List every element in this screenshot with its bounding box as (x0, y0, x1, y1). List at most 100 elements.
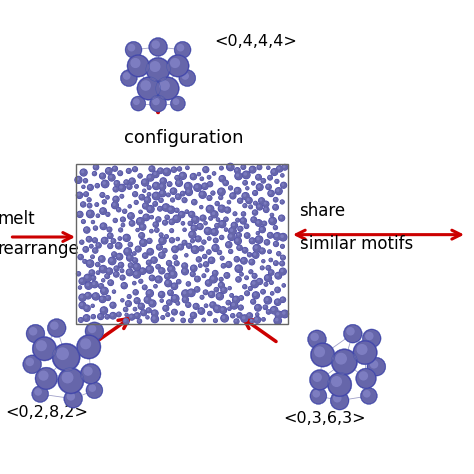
Circle shape (79, 286, 81, 288)
Circle shape (146, 316, 148, 318)
Circle shape (264, 239, 270, 246)
Circle shape (111, 238, 116, 244)
Circle shape (217, 293, 220, 297)
Circle shape (91, 314, 96, 319)
Circle shape (256, 164, 263, 170)
Circle shape (127, 169, 129, 172)
Circle shape (91, 292, 100, 301)
Circle shape (86, 382, 103, 399)
Circle shape (219, 235, 224, 240)
Circle shape (204, 303, 209, 308)
Circle shape (91, 304, 93, 306)
Circle shape (146, 289, 154, 298)
Circle shape (156, 244, 163, 250)
Circle shape (121, 224, 123, 226)
Circle shape (87, 198, 91, 202)
Circle shape (273, 316, 282, 325)
Circle shape (142, 252, 148, 259)
Circle shape (90, 271, 92, 273)
Circle shape (155, 228, 157, 231)
Circle shape (154, 193, 157, 197)
Circle shape (182, 268, 189, 275)
Circle shape (142, 203, 149, 209)
Circle shape (132, 281, 137, 285)
Circle shape (311, 388, 326, 403)
Circle shape (120, 70, 137, 87)
Circle shape (225, 273, 228, 276)
Circle shape (80, 303, 83, 306)
Circle shape (118, 171, 123, 176)
Circle shape (239, 296, 242, 299)
Circle shape (127, 184, 132, 190)
Circle shape (120, 282, 128, 289)
Circle shape (253, 201, 257, 205)
Circle shape (115, 242, 122, 249)
Circle shape (331, 392, 348, 409)
Circle shape (279, 233, 287, 241)
Circle shape (158, 183, 166, 191)
Circle shape (82, 314, 91, 322)
Circle shape (140, 310, 147, 316)
Circle shape (88, 211, 91, 215)
Circle shape (281, 182, 287, 188)
Circle shape (120, 299, 124, 302)
Circle shape (206, 195, 212, 201)
Circle shape (269, 281, 273, 285)
Circle shape (280, 182, 287, 189)
Circle shape (254, 304, 262, 312)
Circle shape (134, 290, 136, 293)
Circle shape (186, 243, 192, 248)
Circle shape (173, 260, 180, 266)
Circle shape (201, 296, 202, 298)
Circle shape (267, 175, 273, 180)
Circle shape (273, 197, 278, 202)
Circle shape (116, 207, 121, 212)
Circle shape (165, 216, 168, 218)
Circle shape (230, 302, 238, 309)
Circle shape (226, 163, 235, 171)
Circle shape (75, 176, 82, 183)
Circle shape (200, 295, 204, 300)
Circle shape (237, 198, 243, 204)
Circle shape (160, 238, 163, 242)
Circle shape (199, 205, 203, 209)
Circle shape (228, 286, 232, 291)
Circle shape (83, 227, 90, 233)
Circle shape (201, 239, 207, 245)
Circle shape (203, 255, 205, 257)
Circle shape (175, 179, 183, 187)
Circle shape (208, 256, 215, 264)
Circle shape (257, 279, 260, 282)
Circle shape (228, 233, 236, 241)
Circle shape (208, 216, 213, 221)
Circle shape (181, 192, 183, 194)
Circle shape (259, 226, 266, 233)
Circle shape (139, 280, 141, 282)
Circle shape (273, 233, 281, 240)
Circle shape (280, 296, 286, 303)
Circle shape (78, 277, 86, 285)
Circle shape (92, 247, 98, 254)
Circle shape (125, 181, 127, 183)
Circle shape (158, 291, 165, 298)
Circle shape (81, 201, 86, 207)
Circle shape (161, 179, 164, 182)
Circle shape (106, 195, 109, 200)
Circle shape (266, 166, 270, 170)
Circle shape (199, 205, 203, 210)
Circle shape (215, 201, 219, 206)
Circle shape (171, 318, 173, 320)
Circle shape (139, 233, 142, 236)
Circle shape (127, 294, 131, 299)
Circle shape (242, 165, 244, 168)
Circle shape (157, 168, 164, 174)
Circle shape (188, 221, 193, 226)
Circle shape (134, 272, 137, 275)
Circle shape (113, 186, 118, 192)
Circle shape (253, 210, 255, 213)
Circle shape (231, 222, 237, 229)
Circle shape (246, 187, 248, 189)
Circle shape (100, 297, 103, 300)
Circle shape (146, 260, 152, 265)
Circle shape (91, 220, 95, 224)
